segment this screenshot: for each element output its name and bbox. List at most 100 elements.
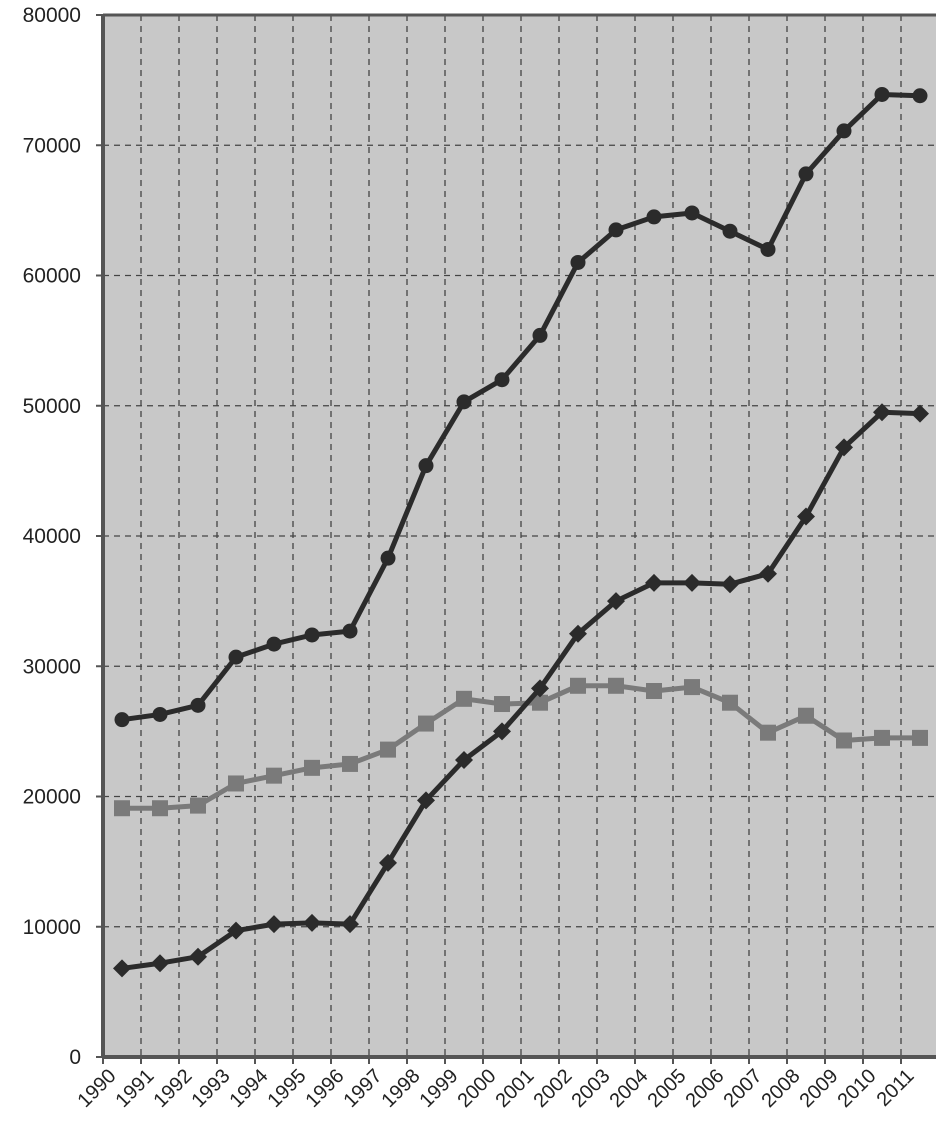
y-tick-label: 20000: [23, 786, 81, 809]
data-point: [911, 404, 929, 423]
data-point: [418, 458, 434, 474]
data-point: [380, 741, 396, 758]
data-point: [759, 564, 777, 583]
data-point: [266, 767, 282, 784]
x-tick-label: 2004: [606, 1065, 653, 1112]
data-point: [228, 775, 244, 792]
data-point: [646, 209, 662, 225]
data-point: [418, 715, 434, 732]
x-tick-label: 1998: [378, 1065, 425, 1112]
data-point: [151, 954, 169, 973]
x-tick-label: 2008: [758, 1065, 805, 1112]
series-line: [121, 91, 921, 723]
y-tick-label: 40000: [23, 525, 81, 548]
data-point: [836, 123, 852, 139]
data-point: [760, 724, 776, 741]
y-tick-label: 30000: [23, 655, 81, 678]
data-point: [760, 241, 776, 257]
series-line: [121, 409, 921, 971]
data-point: [456, 394, 472, 410]
data-point: [570, 254, 586, 270]
data-point: [342, 623, 358, 639]
data-point: [645, 573, 663, 592]
data-point: [607, 592, 625, 611]
data-point: [304, 627, 320, 643]
data-point: [494, 696, 510, 713]
x-tick-label: 1990: [74, 1065, 121, 1112]
data-point: [684, 679, 700, 696]
data-point: [114, 712, 130, 728]
data-point: [152, 800, 168, 817]
data-point: [532, 327, 548, 343]
data-point: [608, 677, 624, 694]
data-point: [494, 372, 510, 388]
data-point: [189, 947, 207, 966]
data-point: [836, 732, 852, 749]
data-point: [797, 507, 815, 526]
data-point: [683, 573, 701, 592]
axes: [96, 13, 936, 1064]
x-tick-label: 1991: [112, 1065, 159, 1112]
data-point: [874, 86, 890, 102]
x-tick-label: 1993: [188, 1065, 235, 1112]
data-point: [455, 751, 473, 770]
data-point: [228, 649, 244, 665]
data-point: [456, 690, 472, 707]
data-point: [608, 222, 624, 238]
x-tick-label: 1999: [416, 1065, 463, 1112]
y-tick-label: 50000: [23, 395, 81, 418]
series-0: [114, 86, 928, 728]
data-point: [265, 915, 283, 934]
data-point: [266, 636, 282, 652]
data-point: [190, 697, 206, 713]
series-layer: [113, 86, 929, 978]
data-point: [874, 729, 890, 746]
data-point: [646, 682, 662, 699]
x-tick-label: 1992: [150, 1065, 197, 1112]
data-point: [532, 694, 548, 711]
x-tick-label: 2005: [644, 1065, 691, 1112]
x-tick-label: 2009: [796, 1065, 843, 1112]
data-point: [835, 438, 853, 457]
data-point: [113, 959, 131, 978]
x-tick-label: 2011: [873, 1065, 919, 1111]
data-point: [570, 677, 586, 694]
data-point: [569, 624, 587, 643]
x-tick-label: 2000: [454, 1065, 501, 1112]
series-2: [113, 403, 929, 978]
y-tick-label: 10000: [23, 916, 81, 939]
data-point: [379, 853, 397, 872]
series-1: [114, 677, 928, 817]
data-point: [798, 707, 814, 724]
y-tick-label: 70000: [23, 134, 81, 157]
data-point: [342, 755, 358, 772]
data-point: [912, 88, 928, 104]
data-point: [114, 800, 130, 817]
data-point: [873, 403, 891, 422]
data-point: [684, 205, 700, 221]
x-tick-label: 2010: [834, 1065, 881, 1112]
x-tick-label: 2001: [492, 1065, 539, 1112]
y-tick-label: 80000: [23, 4, 81, 27]
data-point: [380, 550, 396, 566]
data-point: [721, 575, 739, 594]
data-point: [303, 913, 321, 932]
data-point: [304, 759, 320, 776]
y-tick-label: 0: [69, 1046, 81, 1069]
data-point: [152, 706, 168, 722]
data-point: [341, 915, 359, 934]
data-point: [493, 722, 511, 741]
data-point: [227, 921, 245, 940]
x-tick-label: 2002: [530, 1065, 577, 1112]
data-point: [798, 166, 814, 182]
x-tick-label: 2003: [568, 1065, 615, 1112]
data-point: [190, 797, 206, 814]
x-tick-label: 1997: [340, 1065, 387, 1112]
x-tick-label: 2006: [682, 1065, 729, 1112]
x-tick-label: 1995: [264, 1065, 311, 1112]
data-point: [912, 729, 928, 746]
y-tick-label: 60000: [23, 265, 81, 288]
data-point: [722, 223, 738, 239]
data-point: [417, 791, 435, 810]
